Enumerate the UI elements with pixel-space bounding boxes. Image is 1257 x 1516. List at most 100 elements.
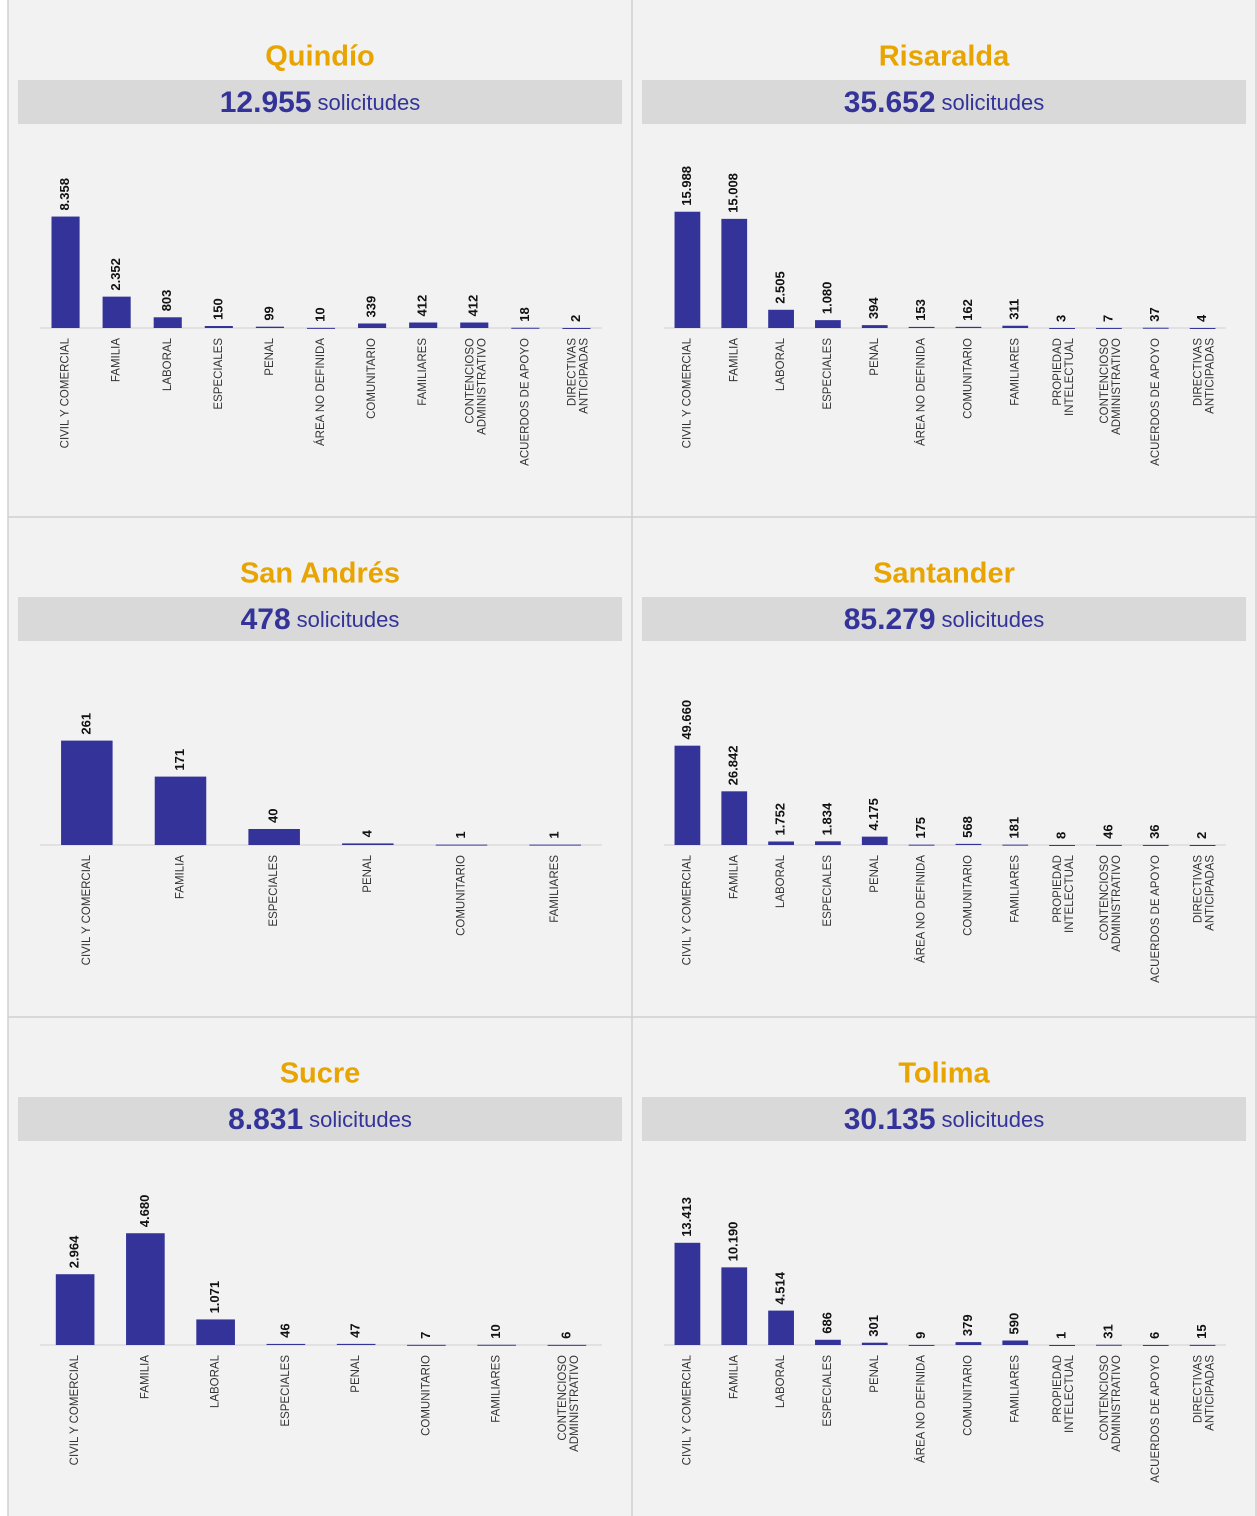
- bar: [529, 844, 581, 846]
- bar: [1142, 844, 1169, 846]
- chart-panel: San Andrés 478 solicitudes 261 CIVIL Y COMER…: [18, 558, 622, 965]
- total-value: 30.135: [844, 1103, 936, 1136]
- total: 12.955 solicitudes: [220, 86, 420, 119]
- total-unit: solicitudes: [297, 607, 400, 632]
- bar: [768, 309, 794, 328]
- bar: [815, 1339, 841, 1345]
- value-label: 1.752: [773, 803, 788, 836]
- bar: [204, 326, 233, 328]
- value-label: 8: [1054, 832, 1069, 839]
- total-value: 85.279: [844, 603, 936, 636]
- x-tick-label: FAMILIA: [139, 1355, 151, 1399]
- x-tick-label: DIRECTIVASANTICIPADAS: [1193, 338, 1217, 414]
- value-label: 4.514: [773, 1271, 788, 1304]
- x-tick-label: PENAL: [264, 337, 276, 375]
- bar: [1189, 327, 1216, 329]
- value-label: 162: [960, 299, 975, 321]
- bar: [861, 1342, 888, 1345]
- chart-title: San Andrés: [240, 558, 400, 590]
- bar: [409, 322, 438, 328]
- total-unit: solicitudes: [318, 90, 421, 115]
- x-tick-label: ÁREA NO DEFINIDA: [915, 338, 928, 446]
- bar: [255, 326, 284, 328]
- total: 85.279 solicitudes: [844, 603, 1044, 636]
- total-value: 478: [241, 603, 291, 636]
- value-label: 15: [1194, 1324, 1209, 1338]
- x-tick-label: FAMILIARES: [1009, 855, 1021, 923]
- value-label: 261: [78, 713, 93, 735]
- value-label: 412: [415, 295, 430, 317]
- value-label: 40: [266, 809, 281, 823]
- value-label: 8.358: [57, 178, 72, 211]
- bar: [460, 322, 489, 328]
- value-label: 171: [172, 749, 187, 771]
- bar: [1049, 1344, 1075, 1346]
- value-label: 26.842: [726, 746, 741, 786]
- total-value: 35.652: [844, 86, 936, 119]
- bar: [153, 317, 182, 328]
- x-tick-label: FAMILIARES: [417, 338, 429, 406]
- x-tick-label: LABORAL: [775, 854, 787, 908]
- x-tick-label: ESPECIALES: [213, 338, 225, 410]
- x-tick-label: COMUNITARIO: [962, 855, 974, 936]
- x-tick-label: FAMILIARES: [1009, 1355, 1021, 1423]
- bar: [815, 841, 841, 845]
- x-tick-label: PENAL: [362, 854, 374, 892]
- total-unit: solicitudes: [942, 1107, 1045, 1132]
- bar: [248, 829, 300, 845]
- bar: [1189, 1344, 1216, 1346]
- value-label: 1: [453, 831, 468, 838]
- bar: [1189, 844, 1216, 846]
- total-unit: solicitudes: [942, 607, 1045, 632]
- bar: [266, 1343, 306, 1345]
- x-tick-label: CONTENCIOSOADMINISTRATIVO: [1099, 1355, 1123, 1452]
- value-label: 46: [277, 1323, 292, 1337]
- value-label: 2: [568, 315, 583, 322]
- value-label: 4.680: [137, 1195, 152, 1228]
- chart-panel: Sucre 8.831 solicitudes 2.964 CIVIL Y COMERC…: [18, 1058, 622, 1465]
- x-tick-label: CONTENCIOSOADMINISTRATIVO: [464, 338, 488, 435]
- bar: [1049, 327, 1075, 329]
- x-tick-label: PENAL: [869, 337, 881, 375]
- x-tick-label: ACUERDOS DE APOYO: [1150, 855, 1162, 983]
- x-tick-label: CONTENCIOSOADMINISTRATIVO: [1099, 338, 1123, 435]
- x-tick-label: LABORAL: [210, 1354, 222, 1408]
- bar: [51, 216, 80, 328]
- value-label: 301: [866, 1315, 881, 1337]
- value-label: 31: [1100, 1324, 1115, 1338]
- chart-panel: Risaralda 35.652 solicitudes 15.988 CIVIL Y …: [642, 41, 1246, 466]
- x-tick-label: FAMILIARES: [549, 855, 561, 923]
- x-tick-label: PROPIEDADINTELECTUAL: [1052, 337, 1076, 416]
- bar: [1142, 327, 1169, 329]
- value-label: 2: [1194, 832, 1209, 839]
- value-label: 4.175: [866, 798, 881, 831]
- bar: [768, 1310, 794, 1345]
- bar: [721, 1267, 748, 1345]
- bar: [1002, 1340, 1029, 1345]
- x-tick-label: ÁREA NO DEFINIDA: [915, 855, 928, 963]
- value-label: 1: [1054, 1332, 1069, 1339]
- x-tick-label: CIVIL Y COMERCIAL: [69, 1354, 81, 1465]
- bar: [306, 327, 336, 329]
- x-tick-label: ACUERDOS DE APOYO: [519, 338, 531, 466]
- value-label: 1.834: [819, 802, 834, 835]
- value-label: 6: [558, 1332, 573, 1339]
- x-tick-label: LABORAL: [775, 337, 787, 391]
- value-label: 1.071: [207, 1281, 222, 1314]
- value-label: 99: [261, 306, 276, 320]
- value-label: 394: [866, 297, 881, 319]
- x-tick-label: COMUNITARIO: [962, 1355, 974, 1436]
- bar: [154, 776, 207, 845]
- bar: [955, 326, 982, 328]
- bar: [1096, 327, 1122, 329]
- value-label: 4: [1194, 314, 1209, 322]
- chart-panel: Santander 85.279 solicitudes 49.660 CIVIL Y …: [642, 558, 1246, 983]
- bar: [721, 791, 748, 845]
- x-tick-label: CIVIL Y COMERCIAL: [681, 337, 693, 448]
- bar: [1002, 325, 1029, 328]
- chart-panel: Quindío 12.955 solicitudes 8.358 CIVIL Y COM…: [18, 41, 622, 466]
- bar: [511, 327, 540, 329]
- bar: [1002, 844, 1029, 846]
- value-label: 4: [359, 829, 374, 837]
